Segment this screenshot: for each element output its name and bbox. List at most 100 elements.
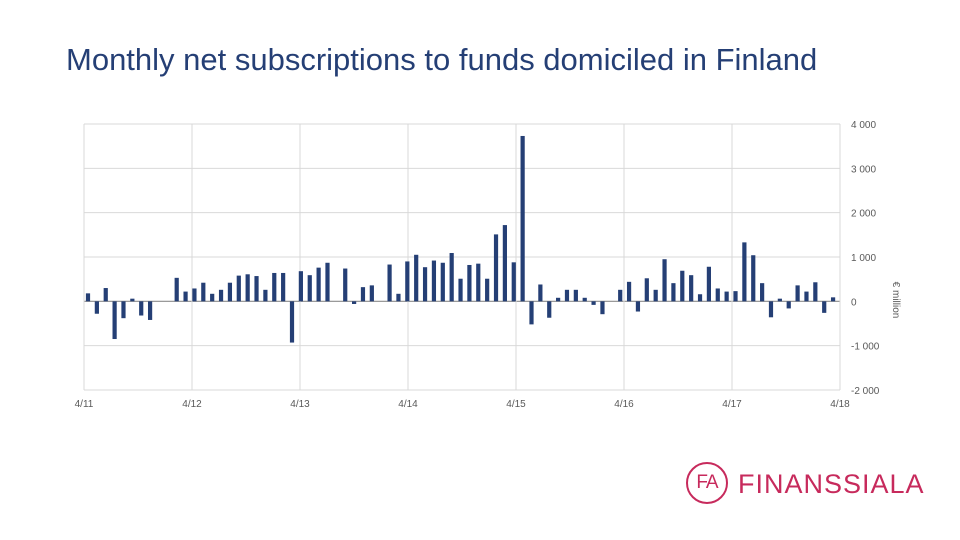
bar (236, 275, 241, 302)
bar (396, 293, 401, 302)
bar (529, 301, 534, 325)
bar (369, 285, 374, 302)
bar (635, 301, 641, 312)
bar (121, 301, 126, 319)
bar (405, 261, 410, 302)
y-axis-ticks: 4 000 3 000 2 000 1 000 0 -1 000 -2 000 (851, 120, 880, 397)
bar (245, 274, 250, 302)
x-tick-label: 4/13 (290, 399, 310, 410)
bar (556, 297, 561, 302)
x-tick-label: 4/17 (722, 399, 742, 410)
bar (210, 293, 215, 302)
bar (476, 263, 481, 302)
bar (227, 282, 233, 302)
bar (422, 267, 428, 302)
bar (538, 284, 543, 302)
y-tick-label: -1 000 (851, 342, 880, 353)
bar (201, 282, 206, 302)
bar (103, 288, 108, 302)
bar (272, 272, 277, 302)
bar (689, 275, 694, 302)
bar (183, 291, 188, 302)
bar (804, 291, 809, 302)
bar (733, 291, 738, 302)
bar (697, 294, 703, 302)
y-tick-label: 2 000 (851, 209, 876, 220)
y-axis-label: € million (890, 282, 901, 319)
bar (139, 301, 144, 316)
x-tick-label: 4/18 (830, 399, 850, 410)
y-tick-label: 0 (851, 297, 857, 308)
bar (431, 260, 437, 302)
bar (618, 289, 623, 302)
bar (760, 283, 765, 302)
bar (751, 255, 756, 302)
bar (564, 289, 570, 302)
bar (440, 262, 445, 302)
bar (600, 301, 605, 315)
bar (777, 298, 782, 302)
bar (786, 301, 791, 309)
y-tick-label: 3 000 (851, 164, 876, 175)
bar (768, 301, 774, 318)
bar (174, 277, 179, 302)
bar-series (85, 135, 836, 343)
bar (467, 264, 472, 302)
bar (511, 262, 516, 302)
bar (458, 278, 463, 302)
bar (112, 301, 117, 340)
bar (591, 301, 596, 305)
page-title: Monthly net subscriptions to funds domic… (66, 42, 818, 77)
y-tick-label: 1 000 (851, 253, 876, 264)
bar (822, 301, 827, 313)
bar (795, 285, 800, 302)
x-tick-label: 4/12 (182, 399, 202, 410)
bar (662, 259, 667, 302)
bar (147, 301, 153, 320)
bar (493, 234, 499, 302)
bar (671, 283, 676, 302)
x-axis-ticks: 4/11 4/12 4/13 4/14 4/15 4/16 4/17 4/18 (75, 399, 851, 410)
bar (485, 278, 490, 302)
x-tick-label: 4/11 (75, 399, 94, 410)
bar (653, 289, 658, 302)
y-tick-label: 4 000 (851, 120, 876, 131)
bar (520, 135, 525, 302)
bar (742, 242, 747, 302)
bar (218, 289, 224, 302)
bar (94, 301, 99, 314)
bar (307, 275, 312, 302)
bar (360, 287, 366, 302)
y-tick-label: -2 000 (851, 386, 880, 397)
bar (263, 289, 268, 302)
bar (281, 272, 286, 302)
bar (343, 268, 348, 302)
bar (192, 288, 197, 302)
bar (414, 254, 419, 302)
bar (325, 262, 330, 302)
bar (130, 298, 135, 302)
bar (724, 291, 729, 302)
x-tick-label: 4/15 (506, 399, 526, 410)
bar (289, 301, 295, 343)
x-tick-label: 4/14 (398, 399, 418, 410)
bar (387, 264, 392, 302)
bar (813, 282, 818, 302)
logo-mark-icon: FA (686, 462, 728, 504)
bar (573, 289, 578, 302)
bar (254, 276, 259, 302)
bar (85, 293, 91, 302)
bar (644, 278, 649, 302)
bar (680, 270, 685, 302)
bar (298, 271, 303, 302)
bar (316, 267, 321, 302)
bar (449, 253, 454, 302)
x-tick-label: 4/16 (614, 399, 634, 410)
bar (715, 288, 720, 302)
logo-text: FINANSSIALA (738, 469, 925, 499)
bar (582, 297, 587, 302)
bar (502, 225, 507, 302)
bar (626, 281, 632, 302)
bar (547, 301, 552, 318)
